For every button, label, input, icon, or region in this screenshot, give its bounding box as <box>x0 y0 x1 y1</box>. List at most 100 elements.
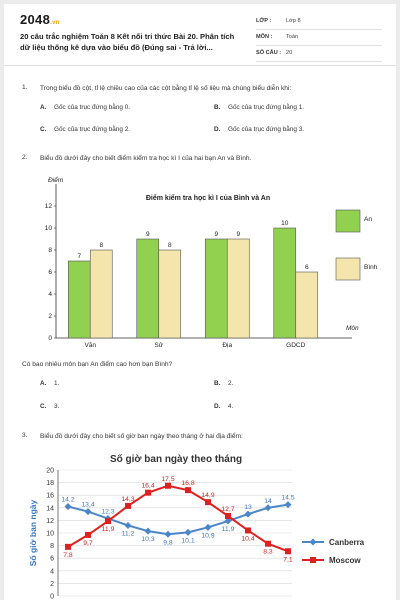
data-label: 11,9 <box>102 526 115 533</box>
y-tick-label: 20 <box>46 468 54 475</box>
y-tick-label: 12 <box>45 203 53 210</box>
data-label: 10,1 <box>181 537 194 544</box>
data-label: 10,4 <box>241 535 254 542</box>
point-moscow <box>165 482 171 489</box>
bar-value-label: 9 <box>146 231 150 238</box>
document-title: 20 câu trắc nghiệm Toán 8 Kết nối tri th… <box>20 32 235 52</box>
data-label: 10,3 <box>141 536 154 543</box>
point-moscow <box>225 512 231 519</box>
bar-value-label: 7 <box>77 253 81 260</box>
q1-option-c[interactable]: C. Gốc của trục đứng bằng 2. <box>40 126 131 133</box>
y-tick-label: 6 <box>50 556 54 563</box>
y-tick-label: 18 <box>46 480 54 487</box>
site-logo[interactable]: 2048.vn <box>20 12 60 27</box>
data-label: 16,8 <box>181 480 194 487</box>
meta-grade: LỚP : Lớp 8 <box>256 16 382 30</box>
bar-value-label: 9 <box>214 231 218 238</box>
y-tick-label: 2 <box>48 313 52 320</box>
x-tick-label: Địa <box>222 342 232 349</box>
q1-option-b[interactable]: B. Gốc của trục đứng bằng 1. <box>214 104 305 111</box>
data-label: 12,7 <box>221 506 234 513</box>
legend-swatch-bình <box>335 257 361 281</box>
data-label: 7,8 <box>63 552 73 559</box>
data-label: 14,3 <box>121 496 134 503</box>
data-label: 9,7 <box>83 540 93 547</box>
bar-an <box>67 260 91 339</box>
series-line-canberra <box>67 503 289 536</box>
q2-option-c[interactable]: C. 3. <box>40 403 60 410</box>
point-canberra <box>84 508 92 516</box>
bar-bình <box>158 249 182 339</box>
q2-option-d[interactable]: D. 4. <box>214 403 234 410</box>
q2-option-a[interactable]: A. 1. <box>40 380 60 387</box>
point-canberra <box>224 517 232 525</box>
point-moscow <box>65 543 71 550</box>
point-moscow <box>105 518 111 525</box>
x-axis-label: Môn <box>346 325 359 332</box>
x-tick-label: Văn <box>84 342 96 349</box>
data-label: 7,1 <box>283 556 293 563</box>
y-tick-label: 12 <box>46 518 54 525</box>
point-canberra <box>204 523 212 531</box>
bar-value-label: 8 <box>99 242 103 249</box>
legend-label-an: An <box>364 216 372 223</box>
point-moscow <box>245 527 251 534</box>
y-tick-label: 8 <box>50 543 54 550</box>
point-moscow <box>85 531 91 538</box>
meta-question-count: SỐ CÂU : 20 <box>256 48 382 62</box>
bar-value-label: 10 <box>281 220 289 227</box>
series-line-moscow <box>67 484 289 553</box>
legend-swatch-an <box>335 209 361 233</box>
x-tick-label: GDCD <box>286 342 305 349</box>
document-page: 2048.vn 20 câu trắc nghiệm Toán 8 Kết nố… <box>4 4 396 600</box>
point-moscow <box>285 548 291 555</box>
bar-an <box>273 227 297 339</box>
y-tick-label: 14 <box>46 505 54 512</box>
chart-title: Số giờ ban ngày theo tháng <box>110 453 242 465</box>
data-label: 14 <box>264 498 272 505</box>
data-label: 17,5 <box>161 476 174 483</box>
data-label: 13,4 <box>81 502 94 509</box>
y-tick-label: 4 <box>48 291 52 298</box>
point-moscow <box>125 502 131 509</box>
point-canberra <box>284 501 292 509</box>
bar-bình <box>295 271 319 339</box>
y-tick-label: 2 <box>50 581 54 588</box>
data-label: 13 <box>244 504 252 511</box>
point-canberra <box>264 504 272 512</box>
data-label: 14,2 <box>61 497 74 504</box>
legend-label-bình: Bình <box>364 264 378 271</box>
bar-value-label: 9 <box>236 231 240 238</box>
y-tick-label: 8 <box>48 247 52 254</box>
point-moscow <box>265 540 271 547</box>
bar-an <box>204 238 228 339</box>
y-tick-label: 0 <box>50 594 54 600</box>
bar-bình <box>89 249 113 339</box>
point-canberra <box>144 527 152 535</box>
y-axis-label: Điểm <box>48 176 64 184</box>
legend-label-moscow: Moscow <box>329 556 361 565</box>
q1-option-a[interactable]: A. Gốc của trục đứng bằng 0. <box>40 104 131 111</box>
data-label: 11,2 <box>122 530 135 537</box>
bar-an <box>136 238 160 339</box>
point-canberra <box>64 503 72 511</box>
data-label: 14,9 <box>201 492 214 499</box>
point-canberra <box>124 521 132 529</box>
data-label: 11,9 <box>222 526 235 533</box>
point-moscow <box>185 487 191 494</box>
bar-value-label: 8 <box>168 242 172 249</box>
data-label: 12,3 <box>101 509 114 516</box>
q1-option-d[interactable]: D. Gốc của trục đứng bằng 3. <box>214 126 305 133</box>
bar-bình <box>226 238 250 339</box>
y-tick-label: 6 <box>48 269 52 276</box>
document-header: 2048.vn 20 câu trắc nghiệm Toán 8 Kết nố… <box>4 4 396 66</box>
legend-marker-moscow <box>310 557 316 563</box>
chart-title: Điểm kiểm tra học kì I của Bình và An <box>146 194 270 202</box>
data-label: 16,4 <box>141 483 154 490</box>
legend-marker-canberra <box>309 538 317 546</box>
y-tick-label: 16 <box>46 493 54 500</box>
point-canberra <box>164 530 172 538</box>
q2-option-b[interactable]: B. 2. <box>214 380 234 387</box>
data-label: 9,8 <box>163 539 173 546</box>
y-tick-label: 10 <box>46 531 54 538</box>
